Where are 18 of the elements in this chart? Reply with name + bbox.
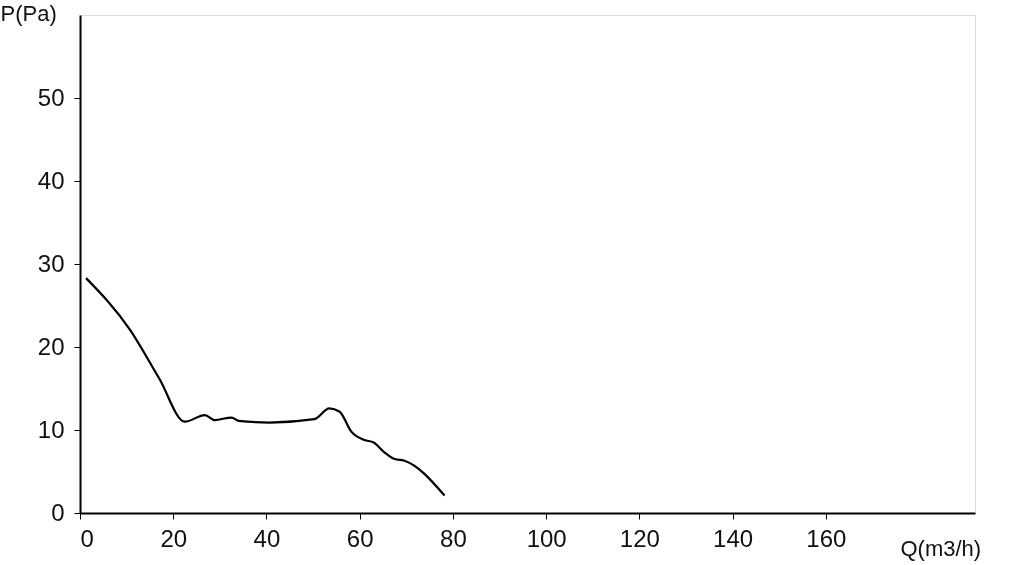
x-tick-label: 20 [160, 524, 188, 552]
y-tick-label: 50 [37, 83, 65, 111]
x-tick-label: 100 [526, 524, 567, 552]
x-tick-label: 0 [80, 524, 94, 552]
y-tick-label: 40 [37, 166, 65, 194]
y-tick-label: 30 [37, 249, 65, 277]
y-tick-label: 0 [51, 498, 65, 526]
x-tick-label: 120 [619, 524, 660, 552]
x-tick-label: 40 [253, 524, 281, 552]
line-series [84, 277, 446, 497]
x-axis-title: Q(m3/h) [900, 535, 982, 561]
y-axis-title: P(Pa) [0, 0, 57, 26]
x-tick-label: 160 [806, 524, 847, 552]
x-tick-label: 140 [713, 524, 754, 552]
x-tick-label: 80 [440, 524, 467, 552]
y-tick-label: 20 [37, 332, 65, 360]
y-tick-label: 10 [37, 415, 65, 443]
x-tick-label: 60 [346, 524, 374, 552]
